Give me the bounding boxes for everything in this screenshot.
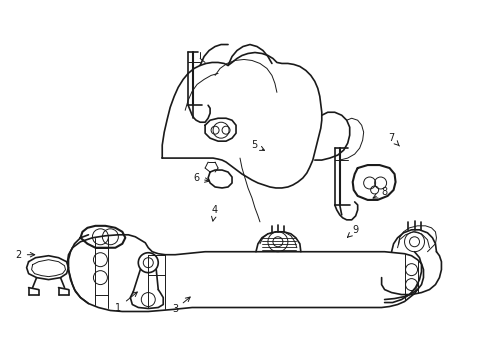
Text: 3: 3 bbox=[172, 297, 190, 315]
Text: 4: 4 bbox=[211, 205, 218, 221]
Text: 9: 9 bbox=[347, 225, 358, 237]
Text: 1: 1 bbox=[115, 292, 137, 312]
Text: 7: 7 bbox=[387, 133, 399, 146]
Text: 5: 5 bbox=[250, 140, 264, 150]
Text: 6: 6 bbox=[193, 173, 209, 183]
Text: 2: 2 bbox=[16, 250, 35, 260]
Text: 8: 8 bbox=[372, 187, 387, 198]
